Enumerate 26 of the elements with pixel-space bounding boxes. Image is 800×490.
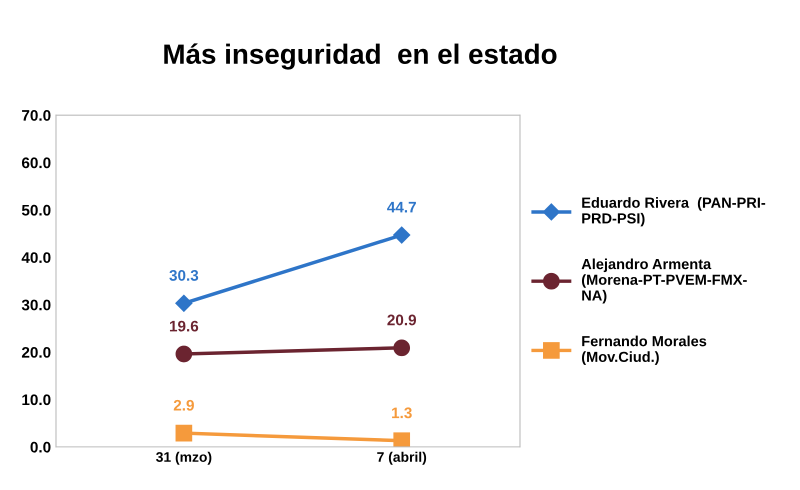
y-tick-label: 50.0	[22, 204, 51, 216]
point	[393, 340, 410, 356]
data-label: 19.6	[170, 320, 198, 332]
data-label: 30.3	[169, 270, 198, 281]
data-label: 20.9	[387, 314, 416, 326]
point	[175, 294, 192, 312]
chart-title: Más inseguridad en el estado	[164, 43, 557, 70]
legend-label: Alejandro Armenta (Morena-PT-PVEM-FMX- NA)	[582, 258, 747, 304]
point	[393, 432, 410, 447]
y-tick-label: 20.0	[22, 346, 51, 358]
data-label: 1.3	[392, 407, 412, 418]
point	[393, 226, 410, 244]
y-tick-label: 70.0	[22, 110, 51, 121]
y-tick-label: 30.0	[22, 300, 51, 310]
point	[176, 424, 192, 442]
point	[176, 346, 192, 362]
y-tick-label: 10.0	[22, 394, 51, 406]
y-tick-label: 40.0	[22, 252, 51, 264]
x-tick-label: 31 (mzo)	[156, 452, 212, 465]
x-tick-label: 7 (abril)	[377, 452, 426, 465]
legend-label: Eduardo Rivera (PAN-PRI- PRD-PSI)	[582, 197, 766, 226]
data-label: 44.7	[387, 202, 416, 212]
y-tick-label: 0.0	[30, 442, 51, 453]
data-label: 2.9	[174, 400, 194, 411]
y-tick-label: 60.0	[22, 157, 51, 168]
legend-label: Fernando Morales (Mov.Ciud.)	[582, 336, 706, 365]
